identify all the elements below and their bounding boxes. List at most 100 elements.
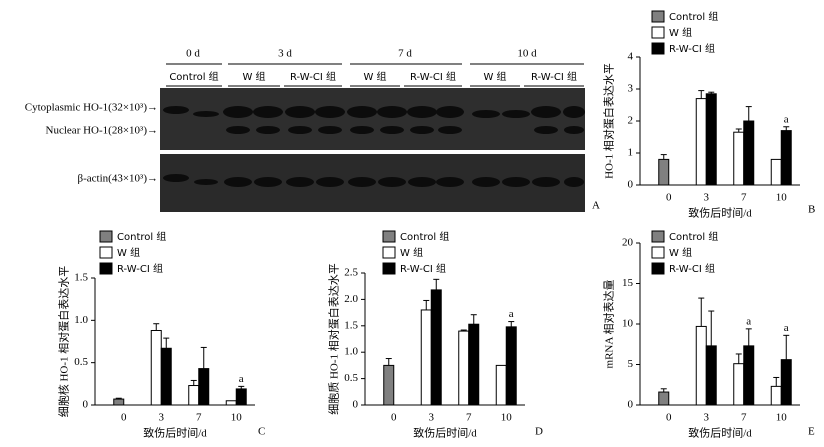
legend-swatch [651, 26, 665, 39]
y-tick-label: 0 [628, 399, 634, 411]
day-label: 10 d [517, 48, 537, 60]
y-axis-label: 细胞质 HO-1 相对蛋白表达水平 [327, 263, 341, 415]
bar [150, 329, 162, 406]
day-label: 0 d [186, 48, 200, 60]
annotation: a [784, 113, 789, 125]
lane-label: R-W-CI 组 [410, 70, 456, 83]
lane-label: W 组 [242, 70, 265, 83]
legend-swatch [382, 262, 396, 275]
legend-swatch [99, 262, 113, 275]
blot-panel: 0 d 3 d 7 d 10 d Control 组 W 组 R-W-CI 组 … [25, 48, 600, 212]
bar [383, 364, 395, 406]
bar [658, 391, 670, 406]
x-tick-label: 3 [159, 412, 165, 424]
bar [468, 323, 480, 406]
x-axis-label: 致伤后时间/d [688, 426, 752, 440]
y-tick-label: 1 [628, 147, 634, 159]
bar [743, 345, 755, 406]
y-tick-label: 5 [628, 358, 634, 370]
bar [113, 398, 125, 406]
x-tick-label: 10 [776, 192, 788, 204]
y-tick-label: 1.5 [74, 272, 88, 284]
legend-swatch [651, 42, 665, 55]
bar [705, 345, 717, 406]
y-tick-label: 0 [83, 399, 89, 411]
annotation: a [509, 308, 514, 320]
y-tick-label: 2.0 [344, 293, 358, 305]
legend-label: R-W-CI 组 [669, 42, 715, 55]
header-rules [166, 63, 584, 87]
bands [163, 106, 585, 187]
bar [198, 368, 210, 406]
x-tick-label: 3 [704, 192, 710, 204]
blot-top [160, 88, 585, 150]
bar [458, 330, 470, 406]
x-tick-label: 0 [121, 412, 127, 424]
bar [695, 98, 707, 186]
x-axis-label: 致伤后时间/d [413, 426, 477, 440]
day-label: 7 d [398, 48, 412, 60]
band-label: β-actin(43×10³)→ [78, 173, 158, 185]
y-tick-label: 1.0 [74, 314, 88, 326]
y-tick-label: 10 [622, 318, 634, 330]
bar-chart: 0 5 10 15 20 0 3 7 a 10 a Control 组 W 组 R-W-CI 组致伤后时间… [602, 230, 815, 440]
legend-swatch [651, 230, 665, 243]
y-tick-label: 0.5 [344, 372, 358, 384]
bar [770, 158, 782, 186]
bar [695, 325, 707, 406]
bar [733, 131, 745, 186]
y-tick-label: 20 [622, 237, 634, 249]
y-tick-label: 3 [628, 83, 634, 95]
bar [495, 364, 507, 406]
legend-label: Control 组 [400, 230, 449, 243]
annotation: a [784, 322, 789, 334]
bar [770, 385, 782, 406]
lane-label: R-W-CI 组 [531, 70, 577, 83]
annotation: a [239, 373, 244, 385]
y-tick-label: 0 [628, 179, 634, 191]
bar-chart: 0 0.5 1.0 1.5 0 3 7 10 a Control 组 W 组 R-W-CI 组致伤后时… [57, 230, 266, 440]
x-axis-label: 致伤后时间/d [143, 426, 207, 440]
x-tick-label: 7 [741, 412, 747, 424]
y-tick-label: 15 [622, 277, 634, 289]
y-tick-label: 0.5 [74, 356, 88, 368]
lane-label: W 组 [363, 70, 386, 83]
lane-label: R-W-CI 组 [290, 70, 336, 83]
panel-letter: A [592, 200, 600, 212]
legend-label: R-W-CI 组 [400, 262, 446, 275]
day-label: 3 d [278, 48, 292, 60]
y-tick-label: 4 [628, 51, 634, 63]
legend-label: R-W-CI 组 [117, 262, 163, 275]
lane-label: W 组 [483, 70, 506, 83]
lane-label: Control 组 [169, 70, 218, 83]
legend-label: Control 组 [669, 230, 718, 243]
bar [705, 93, 717, 186]
panel-letter: E [808, 426, 815, 438]
bar [225, 400, 237, 406]
panel-letter: D [535, 426, 543, 438]
legend-swatch [651, 10, 665, 23]
bar-chart: 0 0.5 1.0 1.5 2.0 2.5 0 3 7 10 a Control 组 W 组 R-W-CI… [327, 230, 543, 440]
legend-label: W 组 [117, 246, 140, 259]
x-tick-label: 0 [666, 412, 672, 424]
y-tick-label: 0 [353, 399, 359, 411]
bar [733, 363, 745, 406]
band-label: Nuclear HO-1(28×10³)→ [46, 125, 158, 137]
legend-label: R-W-CI 组 [669, 262, 715, 275]
x-tick-label: 0 [391, 412, 397, 424]
y-tick-label: 2 [628, 115, 634, 127]
legend-label: W 组 [669, 26, 692, 39]
legend-swatch [651, 262, 665, 275]
x-tick-label: 10 [501, 412, 513, 424]
legend-swatch [99, 230, 113, 243]
panel-letter: C [258, 426, 265, 438]
band-label: Cytoplasmic HO-1(32×10³)→ [25, 102, 158, 114]
y-tick-label: 1.5 [344, 319, 358, 331]
y-tick-label: 2.5 [344, 267, 358, 279]
y-tick-label: 1.0 [344, 346, 358, 358]
legend-swatch [99, 246, 113, 259]
legend-label: Control 组 [117, 230, 166, 243]
bar [658, 158, 670, 186]
legend-label: Control 组 [669, 10, 718, 23]
